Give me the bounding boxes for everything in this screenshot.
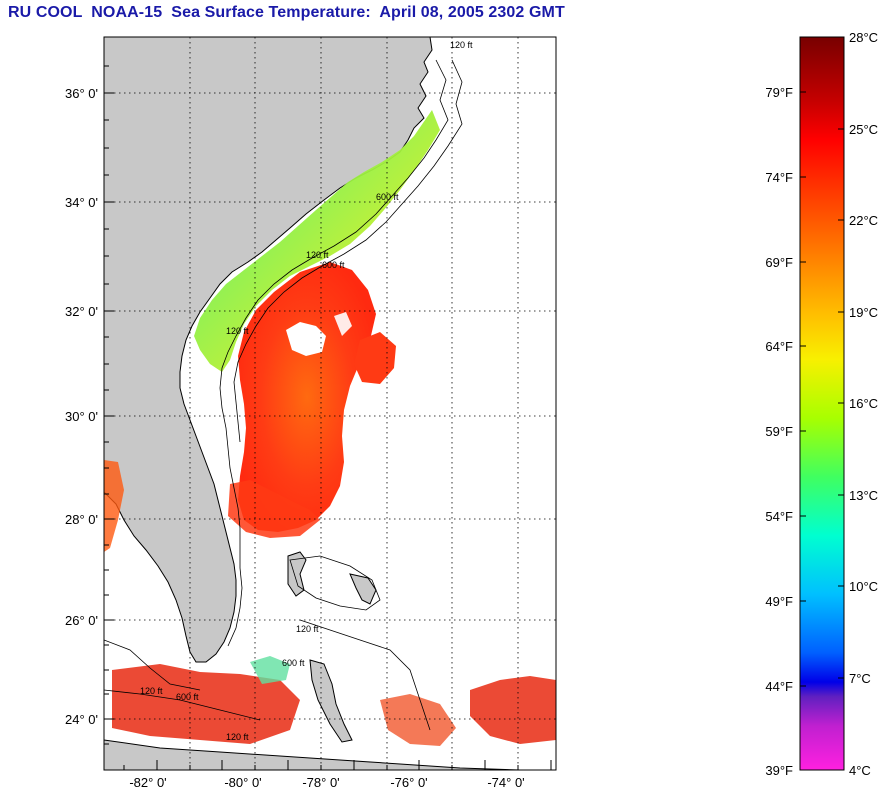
graticule [104, 37, 556, 770]
warm-patch [380, 694, 456, 746]
lon-labels: -82° 0' -80° 0' -78° 0' -76° 0' -74° 0' [129, 775, 524, 790]
shelf-cool-water [194, 110, 440, 372]
celsius-label: 4°C [849, 763, 871, 778]
celsius-label: 10°C [849, 579, 878, 594]
lon-label: -82° 0' [129, 775, 166, 790]
contour-labels: 120 ft 600 ft 120 ft 600 ft 120 ft 120 f… [140, 40, 473, 742]
fahrenheit-label: 49°F [765, 594, 793, 609]
fahrenheit-label: 59°F [765, 424, 793, 439]
map-title: RU COOL NOAA-15 Sea Surface Temperature:… [8, 4, 565, 21]
lat-label: 34° 0' [65, 195, 98, 210]
fahrenheit-label: 44°F [765, 679, 793, 694]
contour-label: 120 ft [226, 732, 249, 742]
lat-labels: 36° 0' 34° 0' 32° 0' 30° 0' 28° 0' 26° 0… [65, 86, 98, 727]
fahrenheit-label: 69°F [765, 255, 793, 270]
lon-label: -78° 0' [302, 775, 339, 790]
colorbar-celsius-labels: 28°C 25°C 22°C 19°C 16°C 13°C 10°C 7°C 4… [849, 30, 878, 778]
lat-label: 36° 0' [65, 86, 98, 101]
cloud-gap [334, 312, 352, 336]
fahrenheit-label: 64°F [765, 339, 793, 354]
colorbar-fahrenheit-ticks [800, 91, 806, 771]
map-frame [103, 36, 557, 771]
bahamas-island [349, 573, 377, 605]
lat-label: 32° 0' [65, 304, 98, 319]
contour-label: 120 ft [226, 326, 249, 336]
lon-tick-marks [123, 760, 552, 770]
lat-tick-marks [104, 65, 114, 745]
contour-label: 120 ft [450, 40, 473, 50]
isobath-contours [104, 59, 463, 731]
warm-patch [354, 332, 396, 384]
celsius-label: 19°C [849, 305, 878, 320]
contour-label: 600 ft [176, 692, 199, 702]
contour-label: 600 ft [376, 192, 399, 202]
colorbar-gradient [799, 36, 845, 771]
contour-label: 120 ft [306, 250, 329, 260]
celsius-label: 16°C [849, 396, 878, 411]
lon-label: -76° 0' [390, 775, 427, 790]
cloud-gap [286, 322, 326, 356]
celsius-label: 28°C [849, 30, 878, 45]
fahrenheit-label: 39°F [765, 763, 793, 778]
contour-label: 120 ft [296, 624, 319, 634]
colorbar-fahrenheit-labels: 79°F 74°F 69°F 64°F 59°F 54°F 49°F 44°F … [765, 85, 793, 778]
lat-label: 30° 0' [65, 409, 98, 424]
lon-label: -80° 0' [224, 775, 261, 790]
contour-label: 600 ft [282, 658, 305, 668]
warm-patch [228, 480, 320, 538]
warm-patch [112, 664, 300, 744]
contour-label: 600 ft [322, 260, 345, 270]
celsius-label: 13°C [849, 488, 878, 503]
bahamas-island [287, 551, 307, 597]
lat-label: 26° 0' [65, 613, 98, 628]
land-mainland [104, 37, 433, 663]
bahamas-island [309, 659, 353, 743]
lon-label: -74° 0' [487, 775, 524, 790]
contour-label: 120 ft [140, 686, 163, 696]
celsius-label: 7°C [849, 671, 871, 686]
warm-patch [104, 460, 124, 552]
celsius-label: 25°C [849, 122, 878, 137]
fahrenheit-label: 74°F [765, 170, 793, 185]
lat-label: 28° 0' [65, 512, 98, 527]
celsius-label: 22°C [849, 213, 878, 228]
lat-label: 24° 0' [65, 712, 98, 727]
fahrenheit-label: 79°F [765, 85, 793, 100]
cuba-land [104, 739, 556, 770]
shelf-cool-water [250, 656, 290, 684]
colorbar-celsius-ticks [838, 36, 844, 771]
fahrenheit-label: 54°F [765, 509, 793, 524]
warm-patch [470, 676, 556, 744]
